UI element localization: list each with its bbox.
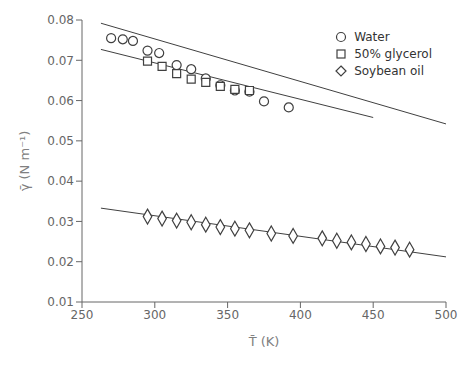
html-text:Water: Water [354,30,390,44]
svg-text:500: 500 [435,308,458,322]
svg-text:0.07: 0.07 [47,54,74,68]
html-text:Soybean oil: Soybean oil [354,64,424,78]
svg-text:450: 450 [362,308,385,322]
svg-text:0.01: 0.01 [47,295,74,309]
svg-text:0.04: 0.04 [47,174,74,188]
svg-text:0.06: 0.06 [47,94,74,108]
svg-text:γ̄ (N m⁻¹): γ̄ (N m⁻¹) [17,131,32,192]
svg-text:0.02: 0.02 [47,255,74,269]
svg-text:0.08: 0.08 [47,13,74,27]
svg-text:0.03: 0.03 [47,215,74,229]
svg-text:300: 300 [143,308,166,322]
svg-text:0.05: 0.05 [47,134,74,148]
html-text:50% glycerol: 50% glycerol [354,47,432,61]
svg-text:250: 250 [71,308,94,322]
svg-text:400: 400 [289,308,312,322]
svg-text:350: 350 [216,308,239,322]
svg-text:T̄ (K): T̄ (K) [248,334,280,349]
